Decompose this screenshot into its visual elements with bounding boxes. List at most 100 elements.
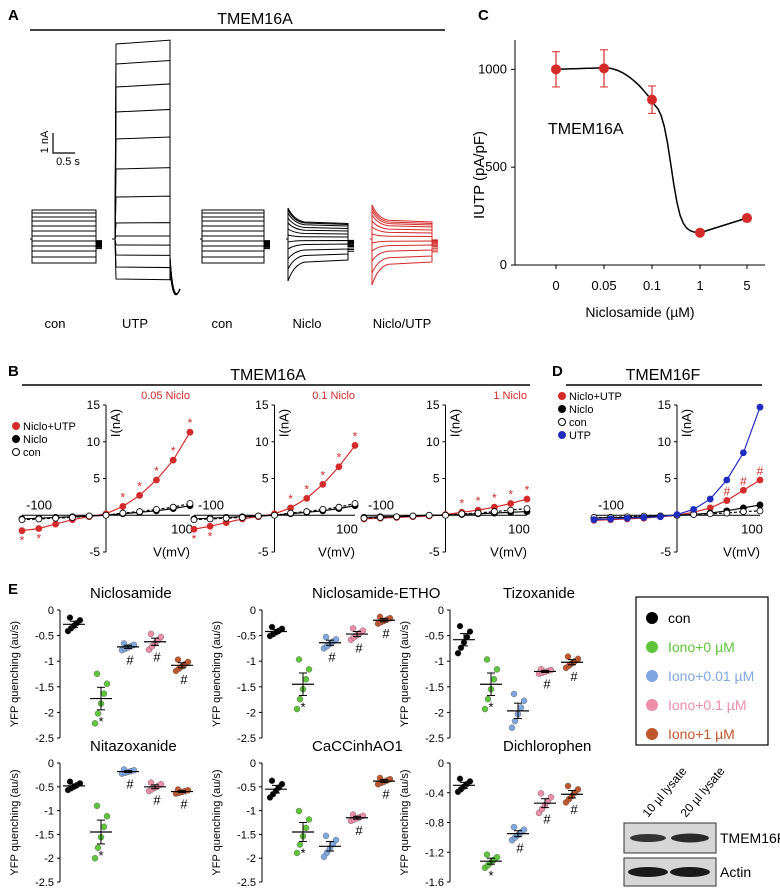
data-point-iono-0-m: [93, 670, 101, 677]
data-point-iono-0-m: [296, 695, 304, 703]
data-point-utp: [740, 449, 747, 457]
data-point-iono-0-01-m: [508, 724, 516, 731]
panel-letter-c: C: [478, 7, 489, 24]
y-tick-label: 0: [438, 605, 444, 617]
data-point-con: [152, 505, 160, 513]
data-point-iono-0-1-m: [537, 790, 545, 797]
data-point-con: [474, 509, 482, 517]
x-tick-label-min: -100: [368, 497, 394, 512]
data-point-iono-0-m: [91, 720, 99, 727]
blot-band-actin-lane1: [628, 867, 668, 877]
data-point-niclo-utp: [507, 500, 515, 507]
y-axis-label: YFP quenching (au/s): [211, 769, 223, 875]
data-point-con: [278, 780, 286, 788]
data-point-con: [119, 509, 127, 517]
y-tick-label: 0: [250, 605, 256, 617]
chart-label: TMEM16A: [548, 121, 624, 138]
y-tick-label: -2.5: [35, 733, 54, 745]
y-axis-label: YFP quenching (au/s): [9, 769, 21, 875]
y-axis-label: I(nA): [679, 409, 694, 437]
niclo-utp-trace-sweep: [370, 238, 438, 253]
significance-mark: *: [20, 534, 25, 548]
data-point-iono-0-m: [484, 695, 492, 703]
x-axis-label: V(mV): [490, 544, 527, 559]
con2-trace-sweep: [200, 220, 270, 243]
data-point-iono-0-m: [493, 854, 501, 861]
legend-label-iono-1-m: Iono+1 µM: [668, 726, 735, 742]
data-point-niclo-utp: [351, 442, 359, 449]
data-point-iono-0-m: [103, 680, 111, 687]
data-point-con: [360, 514, 368, 522]
significance-mark: #: [382, 787, 390, 802]
significance-mark: *: [476, 494, 481, 508]
significance-mark: *: [171, 444, 176, 458]
data-point-iono-0-01-m: [520, 697, 528, 704]
data-point-con: [756, 507, 764, 515]
data-point-iono-0-m: [490, 676, 498, 683]
data-point-iono-0-m: [295, 807, 303, 815]
data-point-con: [169, 503, 177, 511]
data-point-iono-1-m: [174, 656, 182, 663]
panel-b-title: TMEM16A: [230, 367, 306, 384]
significance-mark: *: [98, 714, 103, 729]
data-point-iono-0-m: [483, 656, 491, 663]
data-point-iono-0-m: [483, 851, 491, 858]
niclo-utp-trace-sweep: [370, 238, 438, 263]
data-point-iono-0-m: [93, 802, 101, 810]
data-point-utp: [590, 516, 598, 524]
con-trace-sweep: [30, 238, 102, 258]
significance-mark: #: [153, 649, 161, 664]
y-tick-label: -2: [44, 853, 54, 865]
legend-label-niclo-utp: Niclo+UTP: [23, 421, 76, 433]
significance-mark: *: [353, 429, 358, 443]
significance-mark: #: [570, 802, 578, 817]
data-point-con: [303, 508, 311, 515]
panel-d-title: TMEM16F: [626, 367, 701, 384]
data-point-con: [254, 512, 262, 520]
iv-plot-tmem16f: -5 5 10 15 -100 100 V(mV) I(nA) # # # Niclo+UTPNicl…: [558, 391, 764, 559]
iv-subtitle: 0.05 Niclo: [141, 390, 190, 402]
data-point-iono-1-m: [574, 655, 582, 663]
data-point-con: [268, 777, 276, 785]
significance-mark: *: [208, 529, 213, 543]
data-point-iono-0-m: [295, 656, 303, 663]
trace-label-con-2: con: [212, 316, 233, 331]
y-tick-label: -1: [44, 806, 54, 818]
significance-mark: #: [543, 812, 551, 827]
niclo-trace-sweep: [286, 238, 354, 261]
iv-subtitle: 1 Niclo: [493, 390, 527, 402]
significance-mark: #: [180, 797, 188, 812]
legend-marker-niclo-utp: [12, 422, 20, 430]
data-point-iono-0-01-m: [511, 717, 519, 725]
data-point-iono-0-m: [293, 849, 301, 857]
y-tick-label: -5: [660, 545, 671, 559]
legend-label-con: con: [668, 610, 691, 626]
niclo-trace-sweep: [286, 238, 354, 270]
significance-mark: #: [570, 669, 578, 684]
data-point-niclo-utp: [119, 503, 127, 510]
data-point-con: [466, 628, 474, 635]
x-tick-label: 0: [552, 278, 559, 293]
data-point-niclo: [756, 501, 764, 509]
data-point-iono-0-m: [305, 816, 313, 823]
data-point-con: [102, 511, 110, 519]
trace-label-con: con: [45, 316, 66, 331]
data-point-niclo-utp: [303, 494, 311, 502]
significance-mark: #: [382, 626, 390, 641]
y-tick-label: -2: [246, 853, 256, 865]
y-tick-label: -1.5: [35, 682, 54, 694]
data-point-con: [76, 617, 84, 624]
niclo-trace-sweep: [286, 234, 354, 245]
con2-trace-sweep: [200, 230, 270, 245]
data-point: [695, 227, 705, 238]
legend-label-niclo-utp: Niclo+UTP: [569, 391, 622, 403]
niclo-trace-sweep: [286, 238, 354, 246]
plot-title: Niclosamide: [90, 585, 172, 602]
con2-trace-sweep: [200, 238, 270, 258]
x-tick-label-min: -100: [598, 497, 624, 512]
legend-marker-niclo: [12, 435, 20, 443]
data-point-con: [454, 650, 462, 657]
data-point-iono-0-m: [481, 705, 489, 713]
x-axis-label: V(mV): [723, 544, 760, 559]
data-point-iono-0-m: [100, 690, 108, 697]
